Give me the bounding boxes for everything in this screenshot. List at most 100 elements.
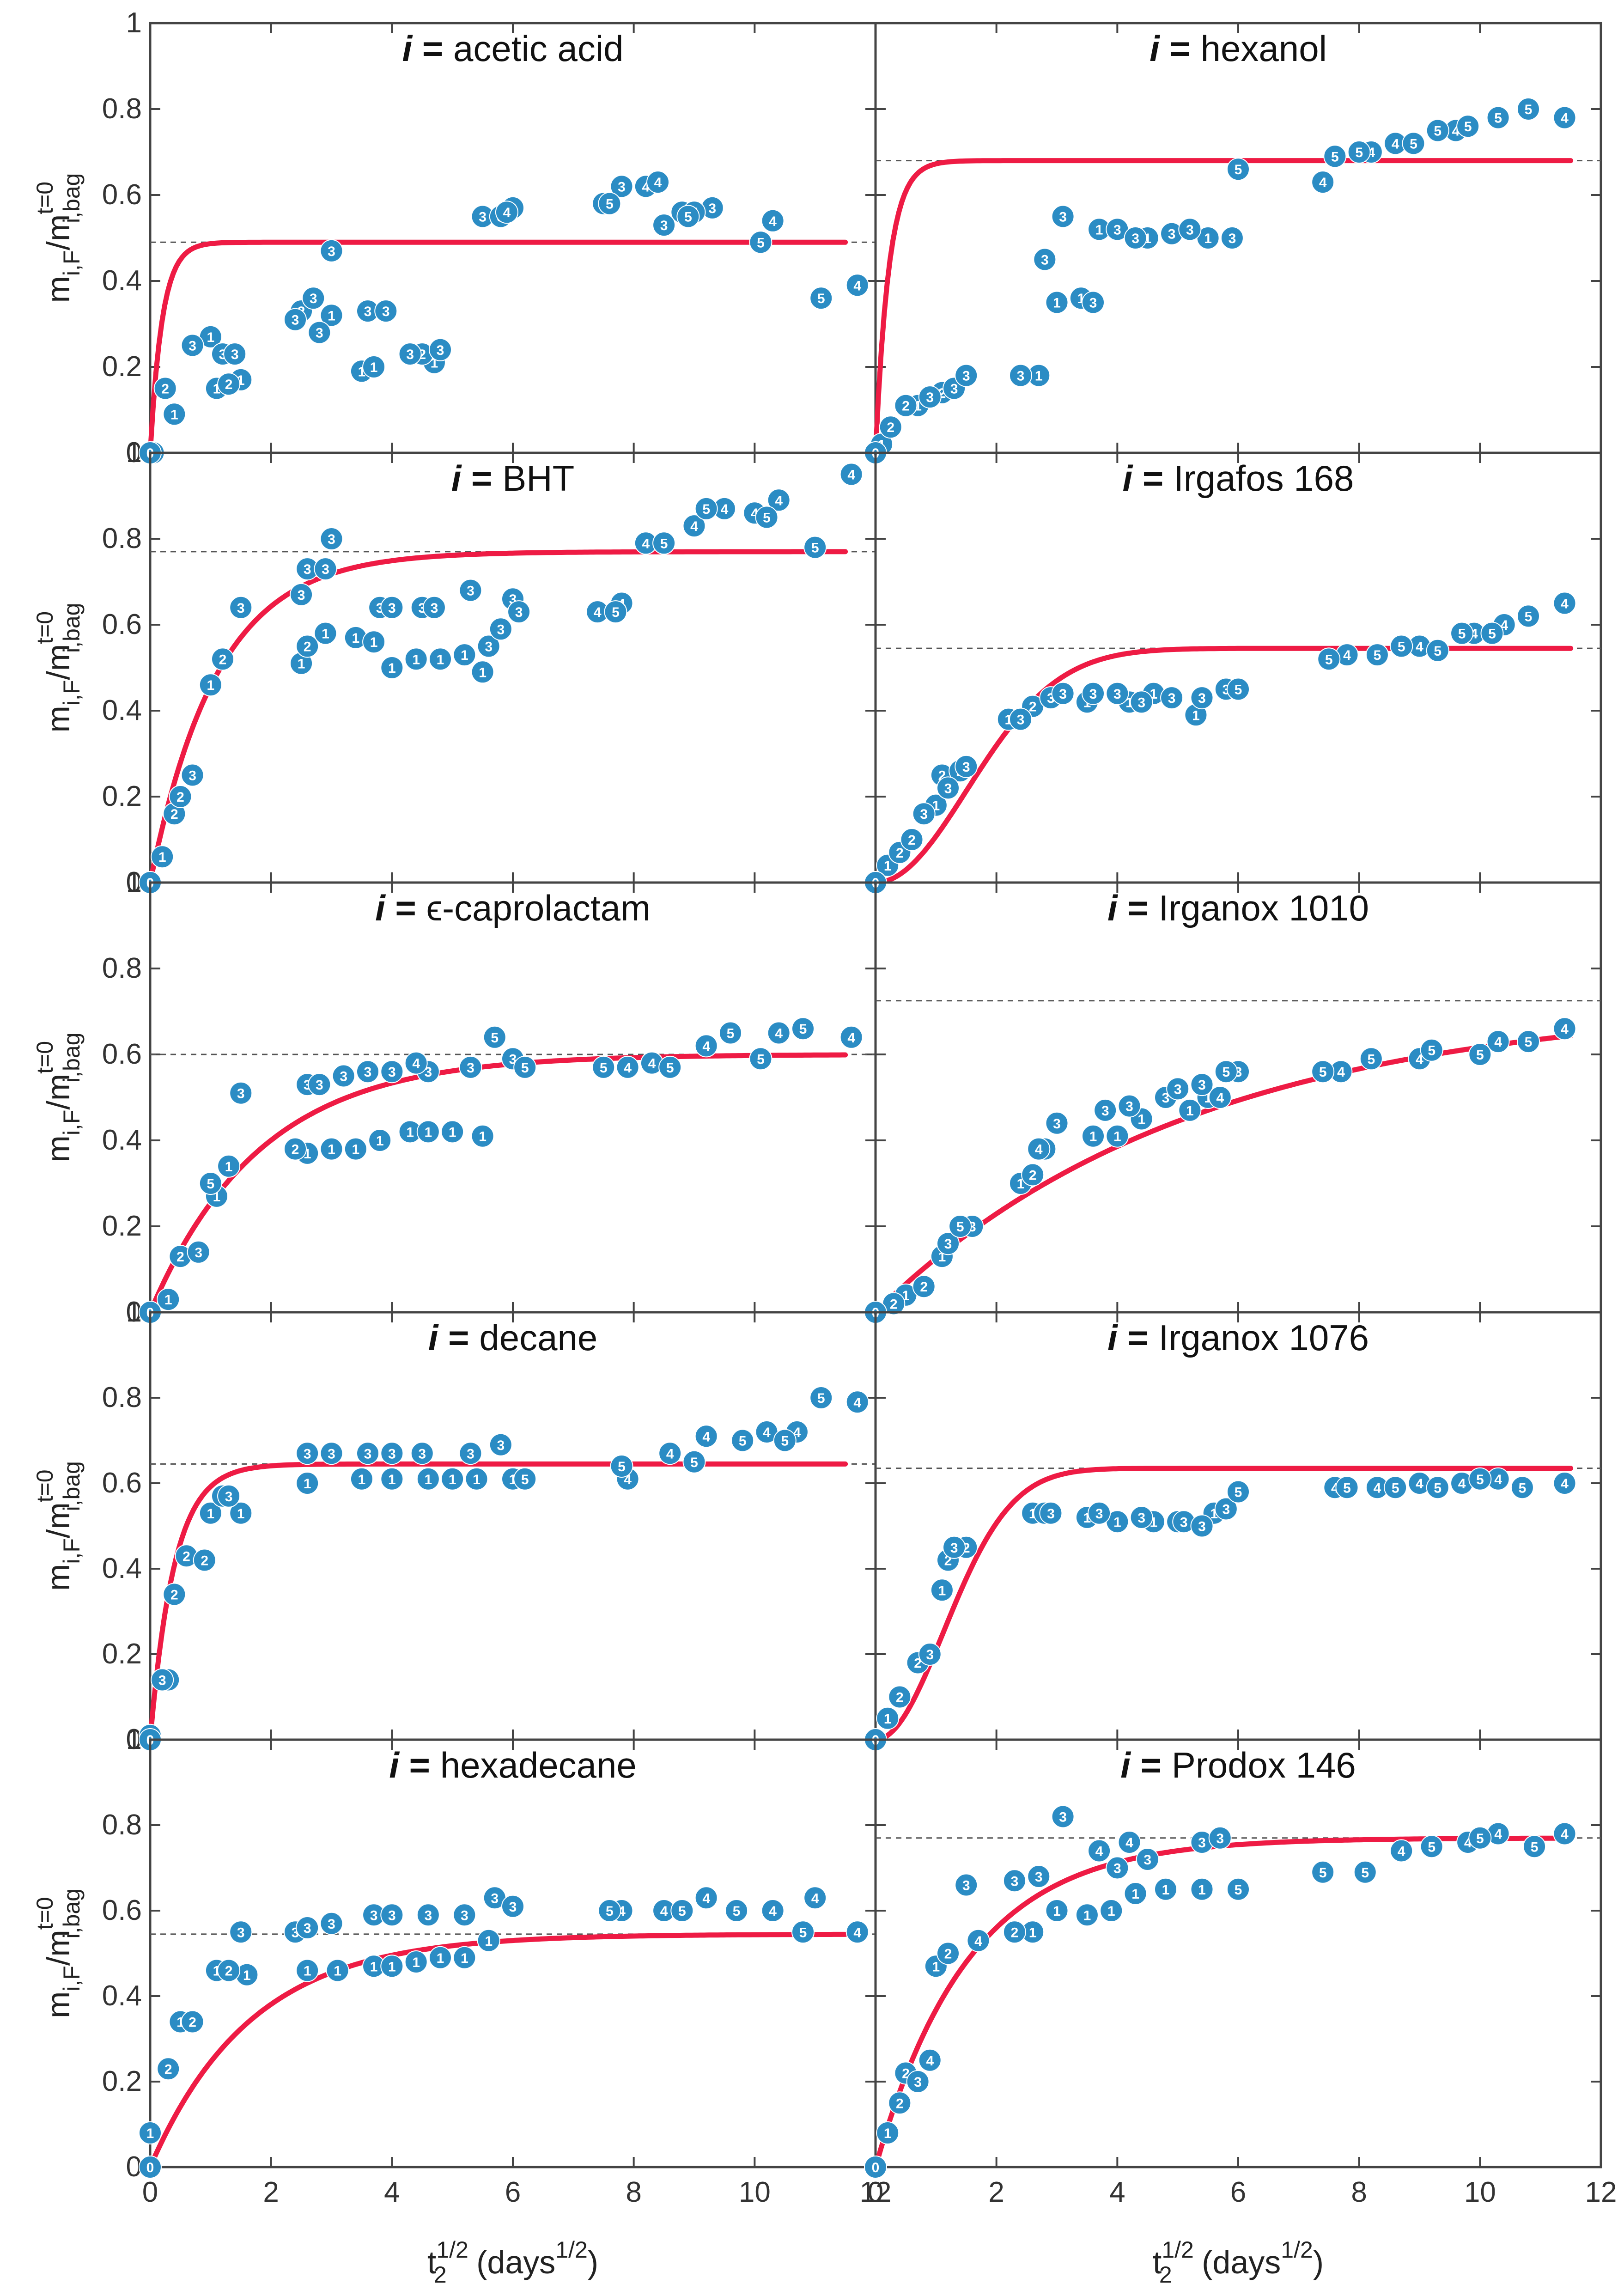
data-point: 5 xyxy=(791,1920,815,1944)
ylabel-sup: t=0 xyxy=(32,182,58,214)
marker-circle xyxy=(199,1172,222,1195)
marker-label: 3 xyxy=(1059,687,1067,702)
data-point: 3 xyxy=(1172,1510,1196,1534)
xlabel-base: t xyxy=(427,2244,436,2280)
data-point: 4 xyxy=(1553,1822,1576,1845)
marker-circle xyxy=(1106,1856,1129,1880)
data-point: 3 xyxy=(1130,690,1153,714)
data-point: 4 xyxy=(1486,1467,1510,1491)
marker-circle xyxy=(937,1942,960,1965)
marker-circle xyxy=(767,1021,791,1045)
marker-circle xyxy=(1027,1137,1051,1161)
marker-label: 4 xyxy=(1216,1090,1224,1106)
marker-circle xyxy=(320,1442,343,1465)
marker-circle xyxy=(217,1959,241,1982)
data-point: 3 xyxy=(918,1643,942,1666)
title-equals: = xyxy=(438,1317,479,1358)
marker-circle xyxy=(845,1390,869,1414)
data-point: 1 xyxy=(320,304,343,327)
marker-label: 3 xyxy=(497,1438,505,1453)
marker-circle xyxy=(1106,682,1129,705)
data-point: 1 xyxy=(876,1706,900,1730)
marker-label: 2 xyxy=(1029,1168,1037,1183)
marker-circle xyxy=(894,394,918,417)
marker-label: 1 xyxy=(376,1133,384,1149)
marker-circle xyxy=(477,634,500,658)
marker-circle xyxy=(308,1073,331,1096)
data-point: 5 xyxy=(755,505,779,529)
marker-label: 5 xyxy=(757,235,765,250)
data-point: 5 xyxy=(1317,647,1341,671)
marker-circle xyxy=(453,643,476,667)
data-point: 5 xyxy=(598,1899,621,1922)
marker-circle xyxy=(1045,291,1069,314)
marker-label: 5 xyxy=(612,605,620,620)
data-point: 3 xyxy=(1094,1098,1117,1122)
marker-label: 5 xyxy=(1428,1839,1435,1855)
data-point: 5 xyxy=(1456,115,1480,138)
marker-circle xyxy=(1311,171,1335,194)
marker-circle xyxy=(163,402,186,426)
data-point: 1 xyxy=(199,325,222,348)
marker-circle xyxy=(1347,140,1371,164)
marker-circle xyxy=(489,617,512,641)
marker-circle xyxy=(1468,1043,1492,1066)
marker-label: 4 xyxy=(769,214,777,229)
marker-circle xyxy=(199,673,222,697)
panel-frame xyxy=(149,881,877,1314)
marker-circle xyxy=(1124,226,1147,250)
marker-label: 5 xyxy=(600,1060,608,1076)
marker-label: 1 xyxy=(322,627,329,642)
marker-label: 5 xyxy=(1398,639,1405,655)
marker-circle xyxy=(199,1501,222,1525)
marker-circle xyxy=(725,1899,748,1922)
ylabel-sub2: i,bag xyxy=(59,1461,85,1511)
marker-circle xyxy=(374,299,398,323)
marker-circle xyxy=(139,2156,162,2179)
data-point: 5 xyxy=(1426,119,1449,142)
data-point: 2 xyxy=(296,634,319,658)
data-point: 3 xyxy=(302,286,325,310)
title-prefix: i xyxy=(1150,28,1160,69)
marker-circle xyxy=(1420,1835,1443,1858)
marker-label: 1 xyxy=(479,1129,487,1145)
marker-label: 5 xyxy=(606,1904,614,1919)
data-point: 1 xyxy=(326,1959,349,1982)
data-point: 2 xyxy=(163,802,186,826)
data-point: 5 xyxy=(1311,1860,1335,1884)
data-point: 4 xyxy=(1118,1831,1141,1854)
data-point: 5 xyxy=(1347,140,1371,164)
data-point: 1 xyxy=(199,1501,222,1525)
marker-label: 4 xyxy=(594,605,602,620)
marker-label: 3 xyxy=(1168,691,1176,706)
panel-title: i = hexadecane xyxy=(389,1745,637,1785)
marker-circle xyxy=(1553,1017,1576,1041)
data-point: 3 xyxy=(1082,682,1105,705)
marker-label: 3 xyxy=(1089,687,1097,702)
marker-label: 1 xyxy=(461,1951,468,1966)
y-tick-label: 0.6 xyxy=(102,179,142,211)
marker-label: 4 xyxy=(1392,136,1399,152)
x-tick-label: 4 xyxy=(384,2176,400,2208)
marker-label: 5 xyxy=(521,1472,529,1487)
marker-circle xyxy=(320,527,343,550)
marker-circle xyxy=(803,1886,827,1910)
marker-label: 3 xyxy=(1174,1082,1182,1097)
marker-label: 5 xyxy=(1428,1043,1435,1059)
marker-circle xyxy=(404,1051,428,1075)
marker-circle xyxy=(1311,1060,1335,1084)
data-point: 3 xyxy=(320,239,343,262)
marker-circle xyxy=(906,2070,930,2093)
marker-label: 3 xyxy=(424,1908,432,1923)
marker-circle xyxy=(320,239,343,262)
marker-label: 5 xyxy=(684,210,692,225)
marker-circle xyxy=(1039,1501,1063,1525)
data-point: 4 xyxy=(1088,1839,1111,1863)
marker-circle xyxy=(181,2010,204,2034)
marker-label: 2 xyxy=(189,2015,196,2030)
